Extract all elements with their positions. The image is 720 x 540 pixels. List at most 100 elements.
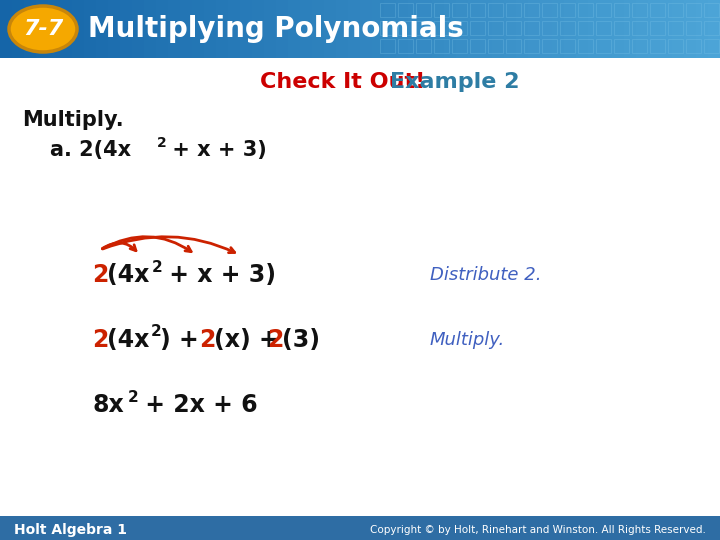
Bar	[488, 21, 503, 35]
Text: 2: 2	[199, 328, 215, 352]
Bar	[228, 0, 240, 58]
Bar	[264, 0, 276, 58]
Bar	[704, 21, 719, 35]
Bar	[542, 21, 557, 35]
Bar	[468, 0, 480, 58]
Bar	[420, 0, 432, 58]
Bar	[576, 0, 588, 58]
Text: Copyright © by Holt, Rinehart and Winston. All Rights Reserved.: Copyright © by Holt, Rinehart and Winsto…	[370, 525, 706, 535]
Bar	[48, 0, 60, 58]
Bar	[398, 21, 413, 35]
Bar	[614, 39, 629, 53]
Bar	[452, 21, 467, 35]
Bar	[704, 3, 719, 17]
Text: Check It Out!: Check It Out!	[260, 72, 426, 92]
Bar	[434, 3, 449, 17]
Bar	[578, 3, 593, 17]
Bar	[96, 0, 108, 58]
Bar	[192, 0, 204, 58]
Bar	[360, 0, 372, 58]
Text: Multiplying Polynomials: Multiplying Polynomials	[88, 15, 464, 43]
Bar	[380, 21, 395, 35]
Text: (4x: (4x	[107, 328, 149, 352]
Bar	[324, 0, 336, 58]
Bar	[632, 21, 647, 35]
Bar	[632, 3, 647, 17]
Bar	[470, 3, 485, 17]
Text: 2: 2	[128, 389, 139, 404]
Bar	[516, 0, 528, 58]
Text: 8x: 8x	[92, 393, 124, 417]
Bar	[560, 39, 575, 53]
Bar	[144, 0, 156, 58]
Bar	[108, 0, 120, 58]
Bar	[434, 39, 449, 53]
Bar	[524, 21, 539, 35]
Bar	[600, 0, 612, 58]
Bar	[480, 0, 492, 58]
Bar	[560, 3, 575, 17]
Text: Holt Algebra 1: Holt Algebra 1	[14, 523, 127, 537]
Bar	[416, 3, 431, 17]
Bar	[12, 0, 24, 58]
Text: (3): (3)	[282, 328, 320, 352]
Bar	[434, 21, 449, 35]
Bar	[506, 21, 521, 35]
Bar	[60, 0, 72, 58]
Bar	[636, 0, 648, 58]
Bar	[240, 0, 252, 58]
Bar	[380, 3, 395, 17]
Bar	[470, 21, 485, 35]
Bar	[488, 39, 503, 53]
Text: ) +: ) +	[160, 328, 207, 352]
Bar	[380, 39, 395, 53]
Text: (4x: (4x	[107, 263, 149, 287]
Bar	[588, 0, 600, 58]
Bar	[120, 0, 132, 58]
Bar	[524, 3, 539, 17]
Text: Multiply.: Multiply.	[430, 331, 505, 349]
Text: 7-7: 7-7	[23, 19, 63, 39]
Bar	[396, 0, 408, 58]
Bar	[444, 0, 456, 58]
Bar	[708, 0, 720, 58]
Bar	[84, 0, 96, 58]
Bar	[528, 0, 540, 58]
Text: a. 2(4x: a. 2(4x	[50, 140, 131, 160]
Bar	[0, 0, 12, 58]
Bar	[632, 39, 647, 53]
Bar	[596, 21, 611, 35]
Bar	[156, 0, 168, 58]
Bar	[668, 3, 683, 17]
Bar	[542, 3, 557, 17]
Bar	[696, 0, 708, 58]
Text: + x + 3): + x + 3)	[161, 263, 276, 287]
Bar	[650, 39, 665, 53]
Bar	[650, 3, 665, 17]
Bar	[506, 3, 521, 17]
Bar	[612, 0, 624, 58]
Bar	[180, 0, 192, 58]
Bar	[614, 3, 629, 17]
Bar	[704, 39, 719, 53]
Bar	[684, 0, 696, 58]
Bar	[506, 39, 521, 53]
Bar	[596, 3, 611, 17]
Text: 2: 2	[157, 136, 167, 150]
Bar	[540, 0, 552, 58]
Bar	[456, 0, 468, 58]
Text: 2: 2	[92, 263, 109, 287]
Bar	[596, 39, 611, 53]
Text: Distribute 2.: Distribute 2.	[430, 266, 541, 284]
Bar	[216, 0, 228, 58]
Bar	[470, 39, 485, 53]
Bar	[668, 39, 683, 53]
Ellipse shape	[9, 6, 77, 52]
Bar	[686, 21, 701, 35]
Bar	[686, 39, 701, 53]
Bar	[288, 0, 300, 58]
Bar	[398, 39, 413, 53]
Bar	[624, 0, 636, 58]
Bar	[372, 0, 384, 58]
Text: Example 2: Example 2	[390, 72, 520, 92]
